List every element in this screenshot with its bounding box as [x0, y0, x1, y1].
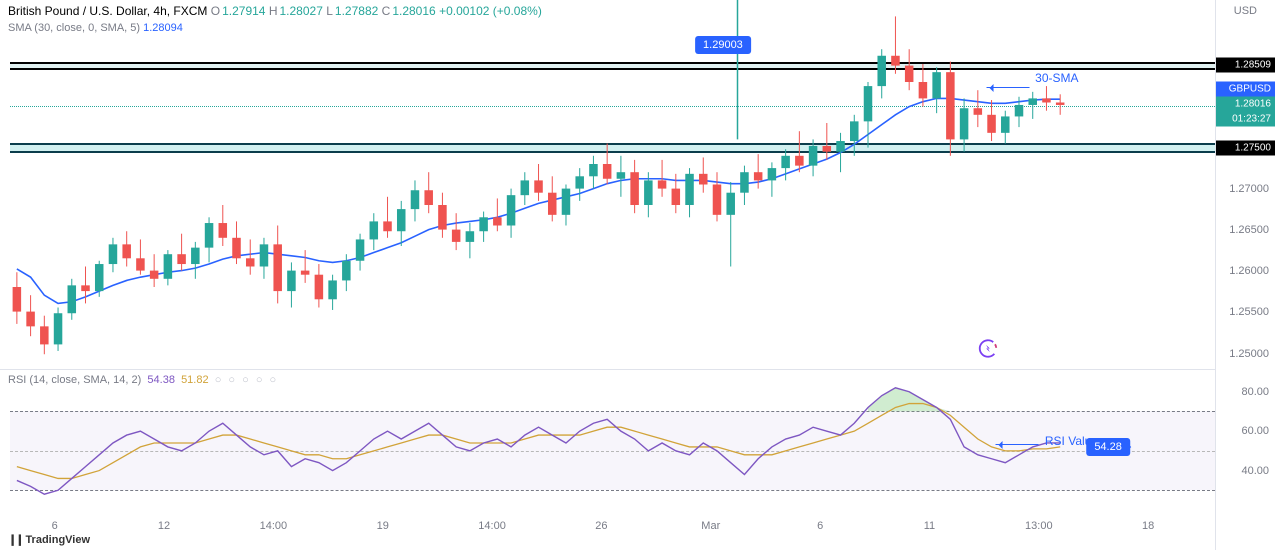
y-tick-label: 1.26000 [1229, 265, 1269, 277]
price-callout[interactable]: 1.29003 [695, 36, 751, 54]
y-axis-flag-stack: 1.28016 [1216, 96, 1275, 111]
y-tick-label: 80.00 [1241, 386, 1269, 398]
time-tick-label: 13:00 [1025, 520, 1053, 532]
ohlc-l: 1.27882 [335, 4, 378, 18]
symbol-header[interactable]: British Pound / U.S. Dollar, 4h, FXCM O1… [8, 4, 542, 18]
time-tick-label: Mar [701, 520, 720, 532]
rsi-legend[interactable]: RSI (14, close, SMA, 14, 2) 54.38 51.82 … [8, 374, 278, 386]
time-tick-label: 19 [377, 520, 389, 532]
time-tick-label: 6 [52, 520, 58, 532]
y-tick-label: 40.00 [1241, 465, 1269, 477]
ohlc-c: 1.28016 [392, 4, 435, 18]
rsi-value-callout[interactable]: 54.28 [1086, 438, 1130, 456]
time-tick-label: 14:00 [260, 520, 288, 532]
time-tick-label: 14:00 [478, 520, 506, 532]
annotation-text: 30-SMA [1035, 71, 1078, 85]
time-tick-label: 12 [158, 520, 170, 532]
time-tick-label: 6 [817, 520, 823, 532]
ohlc-h: 1.28027 [280, 4, 323, 18]
y-axis-flag-stack: 01:23:27 [1216, 111, 1275, 126]
time-tick-label: 26 [595, 520, 607, 532]
y-axis[interactable]: 1.25000 1.25500 1.26000 1.26500 1.27000 1.275… [1215, 0, 1275, 550]
chart-container: British Pound / U.S. Dollar, 4h, FXCM O1… [0, 0, 1215, 550]
y-axis-flag: 1.27500 [1216, 141, 1275, 156]
ohlc-o: 1.27914 [222, 4, 265, 18]
ohlc-pct: (+0.08%) [493, 4, 542, 18]
rsi-line [0, 372, 1215, 510]
y-tick-label: 1.26500 [1229, 224, 1269, 236]
time-axis[interactable]: 61214:001914:0026Mar61113:001813:00 [0, 510, 1215, 532]
ohlc-chg: +0.00102 [439, 4, 489, 18]
sma-legend[interactable]: SMA (30, close, 0, SMA, 5) 1.28094 [8, 22, 183, 34]
y-axis-flag-stack: GBPUSD [1216, 81, 1275, 96]
currency-button[interactable]: USD [1228, 3, 1263, 19]
symbol-title: British Pound / U.S. Dollar, 4h, FXCM [8, 4, 207, 18]
y-axis-flag: 1.28509 [1216, 58, 1275, 73]
time-tick-label: 11 [924, 520, 935, 532]
y-tick-label: 60.00 [1241, 425, 1269, 437]
rsi-pane[interactable]: RSI (14, close, SMA, 14, 2) 54.38 51.82 … [0, 372, 1215, 510]
tradingview-logo[interactable]: ❙❙TradingView [8, 533, 90, 546]
indicator-controls-icon[interactable]: ○ ○ ○ ○ ○ [215, 374, 278, 386]
wick-annotation [0, 0, 1215, 369]
price-pane[interactable]: British Pound / U.S. Dollar, 4h, FXCM O1… [0, 0, 1215, 370]
y-tick-label: 1.25500 [1229, 306, 1269, 318]
time-tick-label: 18 [1142, 520, 1154, 532]
y-tick-label: 1.25000 [1229, 348, 1269, 360]
y-tick-label: 1.27000 [1229, 183, 1269, 195]
